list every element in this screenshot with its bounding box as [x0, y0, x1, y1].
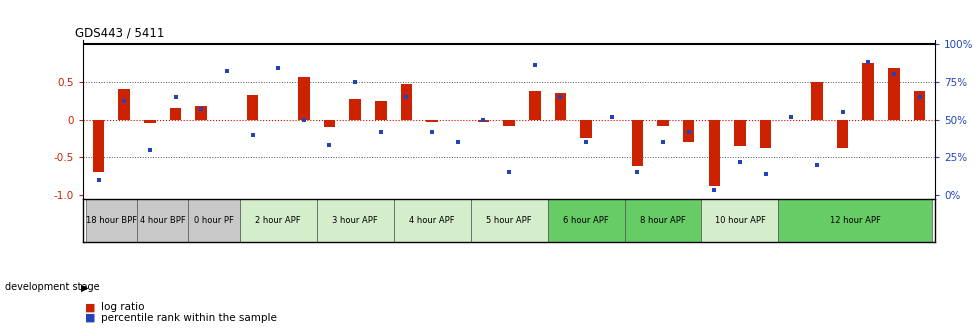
Bar	[375, 101, 386, 120]
Bar	[470, 199, 547, 242]
Bar	[477, 120, 489, 122]
Bar	[759, 120, 771, 148]
Bar	[528, 91, 540, 120]
Bar	[862, 63, 873, 120]
Bar	[580, 120, 592, 138]
Bar	[656, 120, 668, 126]
Bar	[246, 95, 258, 120]
Bar	[144, 120, 156, 123]
Bar	[778, 199, 931, 242]
Text: ▶: ▶	[81, 282, 89, 292]
Bar	[503, 120, 514, 126]
Text: 0 hour PF: 0 hour PF	[194, 216, 234, 225]
Bar	[137, 199, 188, 242]
Bar	[811, 82, 822, 120]
Bar	[547, 199, 624, 242]
Bar	[297, 77, 309, 120]
Text: 5 hour APF: 5 hour APF	[486, 216, 531, 225]
Text: 12 hour APF: 12 hour APF	[829, 216, 880, 225]
Text: ■: ■	[85, 302, 96, 312]
Bar	[631, 120, 643, 166]
Bar	[240, 199, 316, 242]
Bar	[734, 120, 745, 146]
Text: 4 hour BPF: 4 hour BPF	[140, 216, 186, 225]
Bar	[400, 84, 412, 120]
Text: ■: ■	[85, 312, 96, 323]
Text: 2 hour APF: 2 hour APF	[255, 216, 300, 225]
Bar	[316, 199, 393, 242]
Text: development stage: development stage	[5, 282, 100, 292]
Text: log ratio: log ratio	[101, 302, 144, 312]
Bar	[324, 120, 334, 127]
Bar	[708, 120, 720, 186]
Bar	[196, 106, 206, 120]
Text: percentile rank within the sample: percentile rank within the sample	[101, 312, 277, 323]
Bar	[118, 89, 130, 120]
Bar	[349, 99, 361, 120]
Bar	[836, 120, 848, 148]
Text: 4 hour APF: 4 hour APF	[409, 216, 455, 225]
Bar	[188, 199, 240, 242]
Text: GDS443 / 5411: GDS443 / 5411	[74, 26, 164, 39]
Text: 3 hour APF: 3 hour APF	[332, 216, 378, 225]
Bar	[701, 199, 778, 242]
Bar	[169, 108, 181, 120]
Bar	[425, 120, 437, 122]
Bar	[393, 199, 470, 242]
Text: 6 hour APF: 6 hour APF	[562, 216, 608, 225]
Text: 18 hour BPF: 18 hour BPF	[86, 216, 137, 225]
Bar	[624, 199, 701, 242]
Bar	[555, 93, 565, 120]
Bar	[683, 120, 693, 142]
Text: 8 hour APF: 8 hour APF	[640, 216, 686, 225]
Bar	[887, 68, 899, 120]
Bar	[86, 199, 137, 242]
Text: 10 hour APF: 10 hour APF	[714, 216, 765, 225]
Bar	[93, 120, 105, 172]
Bar	[912, 91, 924, 120]
